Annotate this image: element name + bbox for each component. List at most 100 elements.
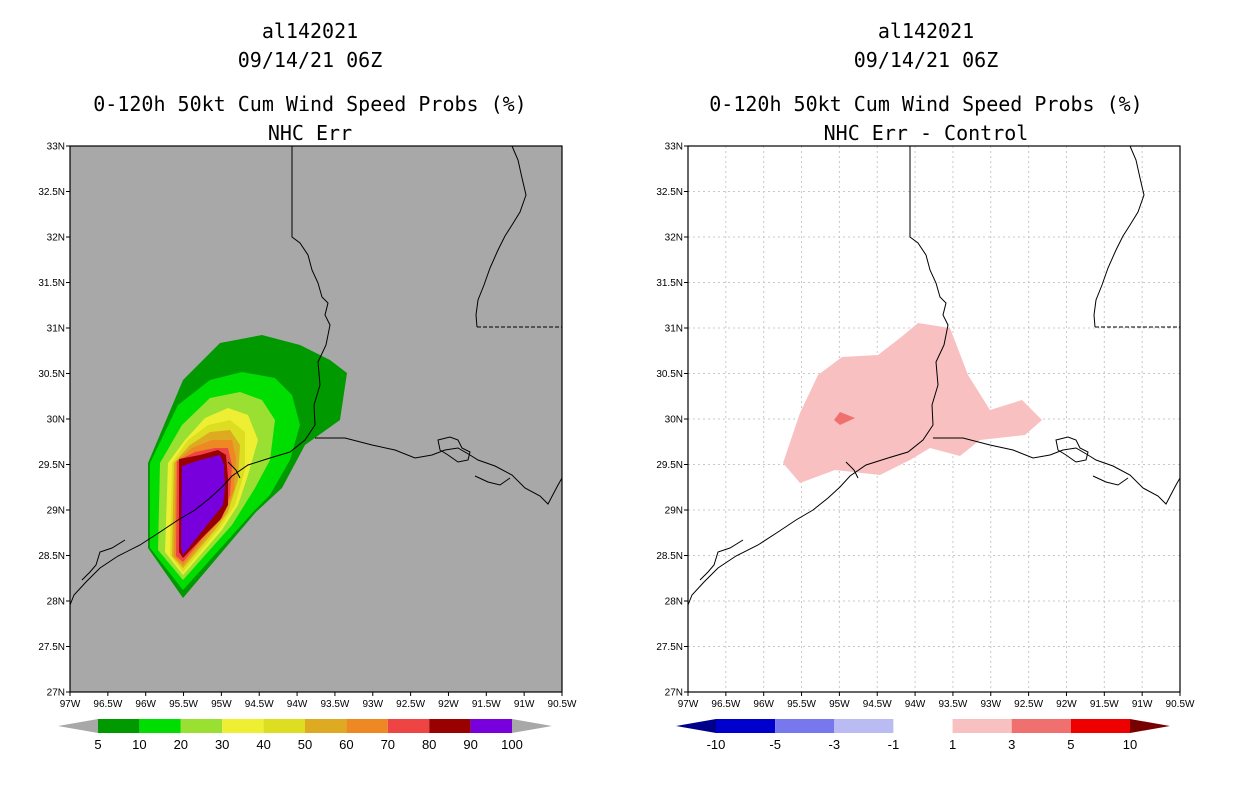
right-map [687, 145, 1181, 693]
left-lat-label: 31.5N [38, 278, 65, 289]
left-cbar-swatch [429, 719, 471, 733]
right-lon-label: 94W [905, 699, 926, 710]
right-title-block: al142021 09/14/21 06Z 0-120h 50kt Cum Wi… [676, 17, 1176, 148]
left-lat-label: 29N [47, 506, 65, 517]
left-map [69, 145, 563, 693]
left-lon-label: 96.5W [93, 699, 122, 710]
right-lat-label: 32N [665, 233, 683, 244]
right-lon-label: 96.5W [711, 699, 740, 710]
left-coastline [69, 145, 563, 606]
left-cbar-label: 30 [215, 737, 229, 752]
left-title-block: al142021 09/14/21 06Z 0-120h 50kt Cum Wi… [60, 17, 560, 148]
right-coastline [687, 145, 1181, 606]
left-lon-label: 91W [514, 699, 535, 710]
right-lat-label: 30N [665, 415, 683, 426]
right-lat-label: 27N [665, 688, 683, 699]
right-gridlines [688, 146, 1180, 692]
left-map-title: 0-120h 50kt Cum Wind Speed Probs (%) [93, 92, 527, 116]
left-lat-label: 29.5N [38, 460, 65, 471]
left-lat-label: 27N [47, 688, 65, 699]
right-lat-label: 32.5N [656, 187, 683, 198]
left-cbar-high-end [512, 719, 552, 733]
left-cbar-label: 90 [463, 737, 477, 752]
right-cbar-swatch [834, 719, 894, 733]
right-axes: 33N 32.5N 32N 31.5N 31N 30.5N 30N 29.5N 29N 28.5N… [656, 142, 1195, 711]
right-cbar-high-end [1130, 719, 1170, 733]
left-lat-label: 30.5N [38, 369, 65, 380]
left-cbar-label: 5 [94, 737, 101, 752]
left-lon-label: 92.5W [396, 699, 425, 710]
left-lat-label: 32N [47, 233, 65, 244]
right-lon-label: 95.5W [787, 699, 816, 710]
right-lat-label: 29N [665, 506, 683, 517]
left-colorbar: 5 10 20 30 40 50 60 70 80 90 100 [58, 719, 552, 752]
right-cbar-swatch [1011, 719, 1071, 733]
left-cbar-swatch [222, 719, 264, 733]
right-lat-label: 30.5N [656, 369, 683, 380]
left-cbar-label: 100 [501, 737, 523, 752]
right-lon-label: 93.5W [938, 699, 967, 710]
right-cbar-swatch [952, 719, 1012, 733]
right-lat-label: 28N [665, 597, 683, 608]
right-cbar-swatch [716, 719, 776, 733]
right-storm-id: al142021 [877, 19, 975, 43]
right-cbar-label: -3 [829, 737, 841, 752]
left-cbar-swatch [139, 719, 181, 733]
left-lat-label: 28.5N [38, 551, 65, 562]
left-lat-label: 28N [47, 597, 65, 608]
left-datetime: 09/14/21 06Z [237, 48, 383, 72]
right-lat-label: 31.5N [656, 278, 683, 289]
left-cbar-label: 40 [256, 737, 270, 752]
right-cbar-label: 5 [1067, 737, 1074, 752]
left-cbar-swatch [346, 719, 388, 733]
right-lon-label: 91W [1132, 699, 1153, 710]
right-lat-label: 29.5N [656, 460, 683, 471]
right-cbar-label: -10 [707, 737, 726, 752]
diff-contour-1 [783, 323, 1042, 483]
left-lat-label: 27.5N [38, 642, 65, 653]
right-colorbar: -10 -5 -3 -1 1 3 5 10 [676, 719, 1170, 752]
left-lat-label: 30N [47, 415, 65, 426]
right-cbar-low-end [676, 719, 716, 733]
left-storm-id: al142021 [261, 19, 359, 43]
right-cbar-label: -5 [769, 737, 781, 752]
diff-contour-3 [834, 412, 855, 425]
left-lon-label: 96W [135, 699, 156, 710]
left-cbar-swatch [263, 719, 305, 733]
right-lon-label: 90.5W [1166, 699, 1195, 710]
right-cbar-swatch [775, 719, 835, 733]
right-lon-label: 95W [829, 699, 850, 710]
left-cbar-swatch [470, 719, 512, 733]
left-lon-label: 91.5W [472, 699, 501, 710]
right-cbar-label: -1 [888, 737, 900, 752]
left-cbar-label: 10 [132, 737, 146, 752]
left-cbar-label: 70 [381, 737, 395, 752]
right-lat-label: 33N [665, 142, 683, 153]
left-cbar-swatch [180, 719, 223, 733]
left-lat-label: 33N [47, 142, 65, 153]
left-lon-label: 97W [60, 699, 81, 710]
right-map-subtitle: NHC Err - Control [823, 121, 1029, 145]
right-cbar-swatch [893, 719, 953, 733]
left-lat-label: 32.5N [38, 187, 65, 198]
left-cbar-label: 50 [298, 737, 312, 752]
left-lon-label: 92W [438, 699, 459, 710]
left-lat-label: 31N [47, 324, 65, 335]
left-cbar-label: 60 [339, 737, 353, 752]
right-lon-label: 94.5W [863, 699, 892, 710]
left-lon-label: 93.5W [320, 699, 349, 710]
right-cbar-label: 10 [1123, 737, 1137, 752]
left-map-subtitle: NHC Err [267, 121, 353, 145]
right-lat-label: 28.5N [656, 551, 683, 562]
right-lon-label: 96W [753, 699, 774, 710]
right-datetime: 09/14/21 06Z [853, 48, 999, 72]
right-cbar-label: 1 [949, 737, 956, 752]
left-lon-label: 94W [287, 699, 308, 710]
left-lon-label: 95W [211, 699, 232, 710]
left-cbar-swatch [98, 719, 140, 733]
left-lon-label: 95.5W [169, 699, 198, 710]
left-cbar-label: 20 [174, 737, 188, 752]
left-lon-label: 93W [362, 699, 383, 710]
right-lon-label: 93W [980, 699, 1001, 710]
